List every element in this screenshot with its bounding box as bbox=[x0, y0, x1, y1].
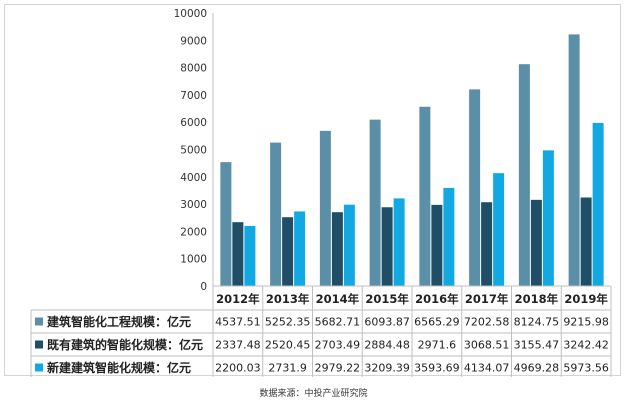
y-tick-label: 1000 bbox=[180, 254, 207, 266]
legend-label-series-1: 建筑智能化工程规模：亿元 bbox=[46, 314, 191, 329]
bar-series-3 bbox=[244, 225, 256, 286]
source-note: 数据来源：中投产业研究院 bbox=[259, 389, 368, 399]
data-label: 2703.49 bbox=[315, 339, 361, 352]
bar-series-1 bbox=[568, 34, 580, 286]
bar-series-1 bbox=[220, 162, 232, 286]
category-label: 2012年 bbox=[216, 292, 260, 306]
category-label: 2014年 bbox=[316, 292, 360, 306]
y-tick-label: 5000 bbox=[180, 145, 207, 157]
data-label: 2337.48 bbox=[215, 339, 261, 352]
chart-frame: 0 1000 2000 3000 4000 5000 6000 7000 8000 9000 100… bbox=[4, 4, 621, 377]
data-label: 5252.35 bbox=[265, 316, 311, 329]
data-label: 3068.51 bbox=[464, 339, 510, 352]
bar-series-2 bbox=[381, 207, 393, 286]
y-tick-label: 9000 bbox=[180, 35, 207, 47]
data-label: 2200.03 bbox=[215, 362, 261, 375]
bar-series-2 bbox=[282, 217, 294, 286]
data-label: 8124.75 bbox=[514, 316, 560, 329]
category-label: 2017年 bbox=[465, 292, 509, 306]
bar-chart: 0 1000 2000 3000 4000 5000 6000 7000 8000 9000 100… bbox=[30, 8, 612, 377]
data-label: 3155.47 bbox=[514, 339, 560, 352]
data-label: 3242.42 bbox=[563, 339, 609, 352]
y-tick-label: 4000 bbox=[180, 172, 207, 184]
bar-series-2 bbox=[232, 222, 244, 286]
data-label: 2884.48 bbox=[364, 339, 410, 352]
bar-series-3 bbox=[393, 198, 405, 286]
bar-series-2 bbox=[530, 199, 542, 286]
data-label: 5973.56 bbox=[563, 362, 609, 375]
y-tick-label: 6000 bbox=[180, 117, 207, 129]
data-label: 2971.6 bbox=[418, 339, 457, 352]
data-label: 4969.28 bbox=[514, 362, 560, 375]
data-label: 7202.58 bbox=[464, 316, 510, 329]
legend-swatch-series-2 bbox=[35, 340, 43, 349]
y-tick-label: 2000 bbox=[180, 226, 207, 238]
data-label: 5682.71 bbox=[315, 316, 361, 329]
data-label: 9215.98 bbox=[563, 316, 609, 329]
bar-series-2 bbox=[580, 197, 592, 286]
bar-series-3 bbox=[294, 211, 306, 286]
legend-swatch-series-1 bbox=[35, 317, 43, 326]
bar-series-1 bbox=[469, 89, 481, 286]
bar-series-1 bbox=[518, 64, 530, 286]
data-label: 3209.39 bbox=[364, 362, 410, 375]
legend-label-series-2: 既有建筑的智能化规模：亿元 bbox=[47, 337, 203, 352]
y-tick-label: 3000 bbox=[180, 199, 207, 211]
category-label: 2013年 bbox=[266, 292, 310, 306]
bar-series-1 bbox=[270, 142, 282, 286]
y-tick-label: 7000 bbox=[180, 90, 207, 102]
category-label: 2019年 bbox=[564, 292, 608, 306]
category-label: 2018年 bbox=[515, 292, 559, 306]
legend-swatch-series-3 bbox=[35, 363, 43, 372]
data-label: 4134.07 bbox=[464, 362, 510, 375]
y-tick-label: 0 bbox=[200, 281, 207, 293]
bar-series-3 bbox=[443, 187, 455, 286]
bar-series-2 bbox=[331, 212, 343, 286]
data-label: 6565.29 bbox=[414, 316, 460, 329]
bar-series-3 bbox=[592, 122, 604, 286]
y-tick-label: 8000 bbox=[180, 63, 207, 75]
data-label: 6093.87 bbox=[364, 316, 410, 329]
data-label: 2731.9 bbox=[268, 362, 307, 375]
y-tick-label: 10000 bbox=[174, 8, 207, 20]
data-label: 2520.45 bbox=[265, 339, 311, 352]
data-label: 3593.69 bbox=[414, 362, 460, 375]
bar-series-3 bbox=[493, 173, 505, 286]
data-label: 4537.51 bbox=[215, 316, 261, 329]
category-label: 2016年 bbox=[415, 292, 459, 306]
bar-series-2 bbox=[481, 202, 493, 286]
bar-series-3 bbox=[343, 204, 355, 286]
bar-series-2 bbox=[431, 204, 443, 286]
bar-series-1 bbox=[419, 106, 431, 287]
legend-label-series-3: 新建建筑智能化规模：亿元 bbox=[47, 360, 191, 375]
bar-series-3 bbox=[542, 150, 554, 286]
data-label: 2979.22 bbox=[315, 362, 361, 375]
category-label: 2015年 bbox=[365, 292, 409, 306]
bar-series-1 bbox=[319, 130, 331, 286]
bar-series-1 bbox=[369, 119, 381, 286]
